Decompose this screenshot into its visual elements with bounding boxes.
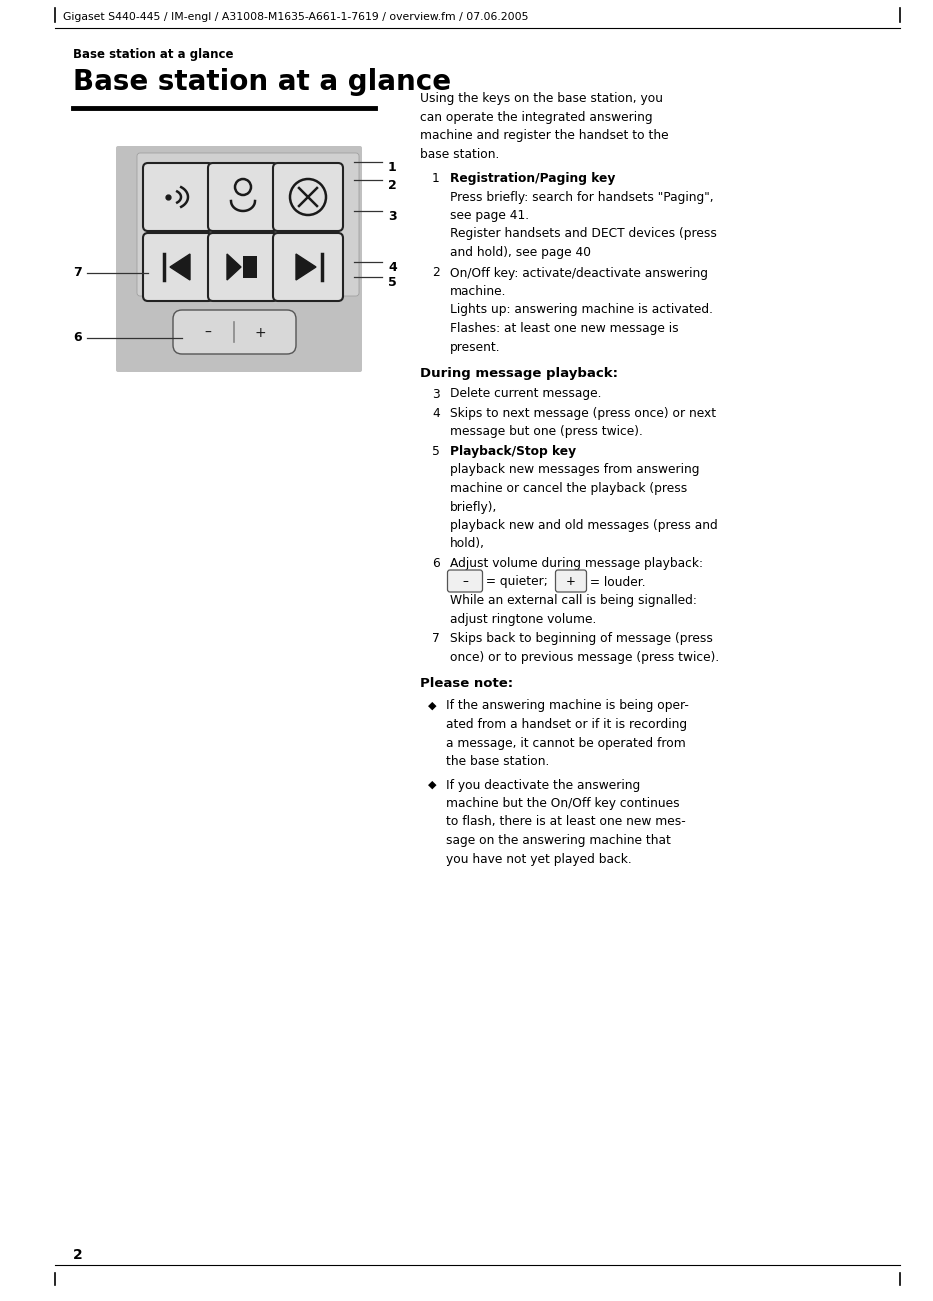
Text: Press briefly: search for handsets "Paging",: Press briefly: search for handsets "Pagi… <box>450 190 714 203</box>
Text: once) or to previous message (press twice).: once) or to previous message (press twic… <box>450 650 719 664</box>
Text: 6: 6 <box>432 557 439 570</box>
Text: 7: 7 <box>73 265 82 278</box>
Text: present.: present. <box>450 341 501 354</box>
Text: 6: 6 <box>73 330 81 343</box>
Text: Registration/Paging key: Registration/Paging key <box>450 172 616 185</box>
Text: 5: 5 <box>388 276 397 289</box>
FancyBboxPatch shape <box>143 233 213 301</box>
Text: a message, it cannot be operated from: a message, it cannot be operated from <box>446 736 686 749</box>
Text: and hold), see page 40: and hold), see page 40 <box>450 246 591 259</box>
Text: ◆: ◆ <box>428 779 437 790</box>
FancyBboxPatch shape <box>243 256 257 278</box>
Text: Delete current message.: Delete current message. <box>450 388 602 401</box>
Text: playback new messages from answering: playback new messages from answering <box>450 463 700 476</box>
Text: = louder.: = louder. <box>586 575 646 588</box>
FancyBboxPatch shape <box>273 233 343 301</box>
Text: ated from a handset or if it is recording: ated from a handset or if it is recordin… <box>446 718 687 731</box>
Text: adjust ringtone volume.: adjust ringtone volume. <box>450 613 596 626</box>
Text: 2: 2 <box>388 180 397 193</box>
Text: 4: 4 <box>388 262 397 275</box>
Text: ◆: ◆ <box>428 700 437 710</box>
Text: = quieter;: = quieter; <box>482 575 551 588</box>
Text: 3: 3 <box>432 388 439 401</box>
Text: –: – <box>204 327 212 340</box>
Text: you have not yet played back.: you have not yet played back. <box>446 852 632 865</box>
Text: On/Off key: activate/deactivate answering: On/Off key: activate/deactivate answerin… <box>450 267 708 280</box>
Text: to flash, there is at least one new mes-: to flash, there is at least one new mes- <box>446 816 686 829</box>
FancyBboxPatch shape <box>273 163 343 232</box>
Text: machine and register the handset to the: machine and register the handset to the <box>420 129 669 142</box>
FancyBboxPatch shape <box>116 146 362 372</box>
Text: 2: 2 <box>432 267 439 280</box>
Text: Flashes: at least one new message is: Flashes: at least one new message is <box>450 323 678 334</box>
Text: Gigaset S440-445 / IM-engl / A31008-M1635-A661-1-7619 / overview.fm / 07.06.2005: Gigaset S440-445 / IM-engl / A31008-M163… <box>63 12 528 22</box>
Text: Base station at a glance: Base station at a glance <box>73 68 452 96</box>
FancyBboxPatch shape <box>448 570 482 592</box>
Polygon shape <box>227 254 241 280</box>
Text: Skips back to beginning of message (press: Skips back to beginning of message (pres… <box>450 632 713 645</box>
Text: Register handsets and DECT devices (press: Register handsets and DECT devices (pres… <box>450 228 717 241</box>
Text: base station.: base station. <box>420 147 499 160</box>
Text: –: – <box>462 575 468 588</box>
Text: During message playback:: During message playback: <box>420 367 618 380</box>
Text: 3: 3 <box>388 209 397 222</box>
Text: can operate the integrated answering: can operate the integrated answering <box>420 111 652 124</box>
FancyBboxPatch shape <box>137 154 359 297</box>
Text: machine or cancel the playback (press: machine or cancel the playback (press <box>450 481 688 494</box>
Text: While an external call is being signalled:: While an external call is being signalle… <box>450 595 697 608</box>
FancyBboxPatch shape <box>208 233 278 301</box>
Text: playback new and old messages (press and: playback new and old messages (press and <box>450 519 717 532</box>
Text: 1: 1 <box>388 161 397 174</box>
Text: 5: 5 <box>432 445 439 458</box>
Text: +: + <box>254 327 266 340</box>
Text: the base station.: the base station. <box>446 755 550 768</box>
Text: Skips to next message (press once) or next: Skips to next message (press once) or ne… <box>450 407 717 420</box>
Text: If the answering machine is being oper-: If the answering machine is being oper- <box>446 700 689 713</box>
FancyBboxPatch shape <box>173 310 296 354</box>
Polygon shape <box>170 254 190 280</box>
Text: 7: 7 <box>432 632 439 645</box>
Text: Playback/Stop key: Playback/Stop key <box>450 445 576 458</box>
Text: see page 41.: see page 41. <box>450 209 529 222</box>
Text: Lights up: answering machine is activated.: Lights up: answering machine is activate… <box>450 303 713 316</box>
Text: hold),: hold), <box>450 537 485 550</box>
Text: Please note:: Please note: <box>420 677 513 690</box>
Text: Base station at a glance: Base station at a glance <box>73 48 233 61</box>
FancyBboxPatch shape <box>555 570 587 592</box>
Text: message but one (press twice).: message but one (press twice). <box>450 425 643 438</box>
Text: 1: 1 <box>432 172 439 185</box>
Text: +: + <box>566 575 576 588</box>
Text: machine but the On/Off key continues: machine but the On/Off key continues <box>446 798 679 811</box>
FancyBboxPatch shape <box>143 163 213 232</box>
Text: machine.: machine. <box>450 285 507 298</box>
Text: sage on the answering machine that: sage on the answering machine that <box>446 834 671 847</box>
Text: briefly),: briefly), <box>450 501 497 514</box>
Text: 4: 4 <box>432 407 439 420</box>
Text: If you deactivate the answering: If you deactivate the answering <box>446 778 640 791</box>
Text: Using the keys on the base station, you: Using the keys on the base station, you <box>420 92 663 105</box>
Text: 2: 2 <box>73 1248 83 1262</box>
Polygon shape <box>296 254 316 280</box>
Text: Adjust volume during message playback:: Adjust volume during message playback: <box>450 557 703 570</box>
FancyBboxPatch shape <box>208 163 278 232</box>
